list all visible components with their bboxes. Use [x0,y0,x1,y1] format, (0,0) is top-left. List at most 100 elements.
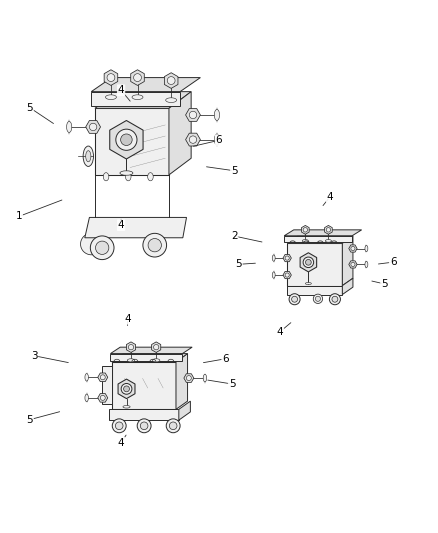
Polygon shape [184,374,194,382]
Text: 4: 4 [277,327,283,337]
Circle shape [154,344,159,350]
Ellipse shape [214,134,219,145]
Circle shape [100,375,105,380]
Polygon shape [110,120,143,159]
Ellipse shape [83,146,93,166]
Ellipse shape [120,171,133,175]
Polygon shape [186,109,201,122]
Ellipse shape [152,359,160,362]
Text: 4: 4 [118,220,124,230]
Ellipse shape [127,359,135,362]
Circle shape [143,233,166,257]
Polygon shape [283,271,291,279]
Circle shape [303,257,314,268]
Ellipse shape [125,173,131,181]
Bar [287,286,343,295]
Text: 4: 4 [118,438,124,448]
Text: 4: 4 [124,314,131,324]
Text: 4: 4 [327,192,333,202]
Ellipse shape [272,255,275,261]
Ellipse shape [132,95,143,100]
Polygon shape [287,236,353,243]
Circle shape [167,77,175,84]
Text: 6: 6 [222,354,229,364]
Circle shape [189,136,197,143]
Polygon shape [176,353,187,409]
Circle shape [89,123,97,131]
Circle shape [186,376,191,381]
Polygon shape [85,217,187,238]
Polygon shape [325,225,332,235]
Ellipse shape [85,374,88,381]
Bar [110,353,182,361]
Circle shape [285,256,289,260]
Polygon shape [169,92,191,175]
Bar [91,92,180,106]
Ellipse shape [365,245,368,252]
Circle shape [332,296,338,302]
Text: 3: 3 [31,351,37,361]
Circle shape [81,233,102,255]
Circle shape [90,236,114,260]
Circle shape [95,241,109,254]
Circle shape [120,134,132,146]
Circle shape [292,296,297,302]
Polygon shape [349,245,357,252]
FancyBboxPatch shape [112,362,176,409]
Circle shape [116,129,137,150]
Polygon shape [343,236,353,286]
Circle shape [351,246,355,251]
Polygon shape [91,78,201,92]
Polygon shape [118,379,135,399]
Ellipse shape [214,109,219,120]
Text: 4: 4 [118,85,124,95]
Text: 5: 5 [381,279,388,289]
FancyBboxPatch shape [287,243,343,286]
Polygon shape [95,92,191,108]
Circle shape [289,294,300,305]
Ellipse shape [325,239,332,242]
Ellipse shape [365,261,368,268]
Ellipse shape [272,272,275,278]
Text: 5: 5 [229,379,235,389]
Ellipse shape [123,406,130,408]
Polygon shape [349,261,357,268]
Circle shape [134,74,141,82]
Circle shape [326,228,331,232]
Ellipse shape [302,239,308,242]
Polygon shape [300,253,317,272]
Circle shape [124,386,130,392]
Circle shape [121,383,132,394]
Circle shape [112,419,126,433]
Circle shape [306,260,311,265]
Ellipse shape [86,151,91,162]
Circle shape [170,422,177,430]
Circle shape [115,422,123,430]
Polygon shape [301,225,309,235]
Circle shape [148,238,161,252]
Polygon shape [86,120,100,133]
Bar [284,236,352,242]
Circle shape [140,422,148,430]
Circle shape [313,294,323,303]
Ellipse shape [67,122,72,133]
Circle shape [329,294,340,305]
FancyBboxPatch shape [95,108,169,175]
Text: 2: 2 [231,231,237,241]
Circle shape [303,228,307,232]
Polygon shape [179,401,191,420]
Ellipse shape [148,173,153,181]
Circle shape [166,419,180,433]
Polygon shape [152,342,161,352]
Text: 6: 6 [215,135,223,146]
Ellipse shape [203,374,207,382]
Circle shape [100,395,105,400]
Bar [102,366,112,403]
Polygon shape [104,70,118,85]
Polygon shape [283,254,291,262]
Circle shape [351,262,355,266]
Circle shape [189,111,197,119]
Polygon shape [98,393,108,402]
Text: 6: 6 [390,257,396,267]
Polygon shape [131,70,144,85]
